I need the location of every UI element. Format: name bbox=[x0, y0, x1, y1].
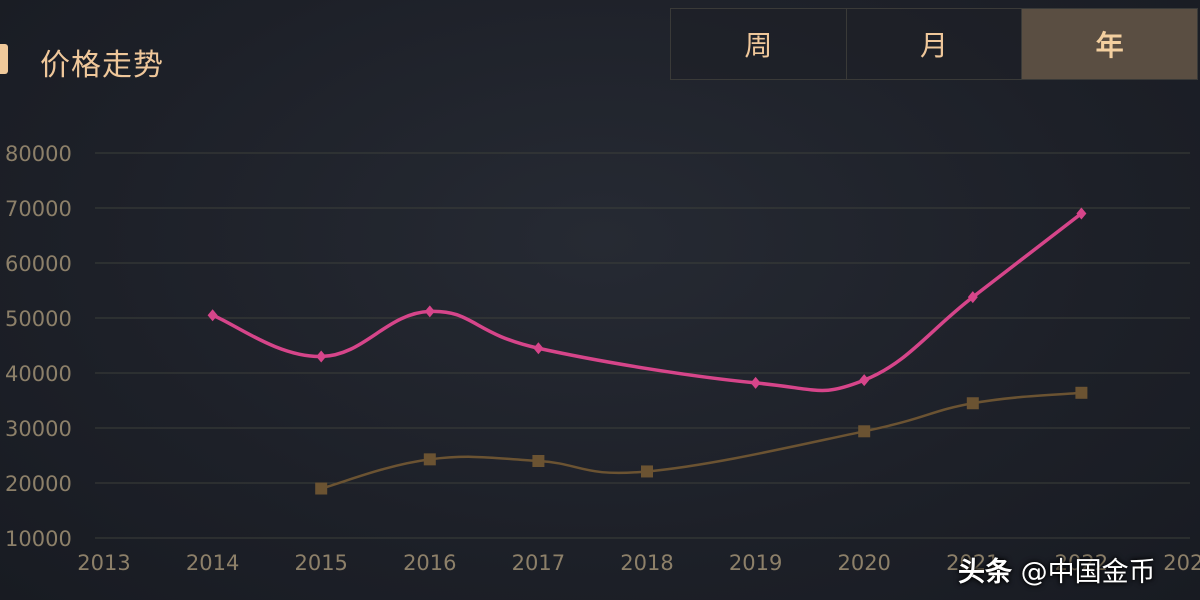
x-tick-label: 2019 bbox=[729, 551, 782, 575]
y-tick-label: 10000 bbox=[5, 527, 72, 551]
y-tick-label: 70000 bbox=[5, 197, 72, 221]
data-point bbox=[858, 425, 871, 438]
tab-month[interactable]: 月 bbox=[846, 9, 1023, 79]
data-point bbox=[1076, 207, 1087, 220]
data-point bbox=[1075, 386, 1088, 399]
data-point bbox=[423, 453, 436, 466]
data-point bbox=[966, 397, 979, 410]
x-tick-label: 2021 bbox=[946, 551, 999, 575]
x-tick-label: 2022 bbox=[1055, 551, 1108, 575]
y-tick-label: 50000 bbox=[5, 307, 72, 331]
data-point bbox=[315, 482, 328, 495]
y-tick-label: 20000 bbox=[5, 472, 72, 496]
data-point bbox=[967, 291, 978, 304]
y-tick-label: 30000 bbox=[5, 417, 72, 441]
watermark-brand: 头条 bbox=[958, 557, 1012, 588]
data-point bbox=[750, 376, 761, 389]
watermark: 头条 @中国金币 bbox=[958, 550, 1156, 589]
tab-week[interactable]: 周 bbox=[671, 9, 847, 79]
y-tick-label: 80000 bbox=[5, 142, 72, 166]
data-point bbox=[316, 350, 327, 363]
x-tick-label: 2020 bbox=[837, 551, 890, 575]
x-tick-label: 2016 bbox=[403, 551, 456, 575]
page-title: 价格走势 bbox=[40, 48, 164, 83]
data-point bbox=[532, 455, 545, 467]
x-tick-label: 2015 bbox=[294, 551, 347, 575]
data-point bbox=[859, 374, 870, 387]
x-tick-label: 2014 bbox=[186, 551, 239, 575]
x-tick-label: 2017 bbox=[512, 551, 565, 575]
title-accent-bar bbox=[0, 44, 8, 74]
data-point bbox=[533, 342, 544, 355]
series-line bbox=[210, 211, 1084, 393]
x-tick-label: 2013 bbox=[77, 551, 130, 575]
y-tick-label: 40000 bbox=[5, 362, 72, 386]
period-tabs: 周 月 年 bbox=[670, 8, 1198, 80]
watermark-handle: @中国金币 bbox=[1020, 557, 1156, 588]
x-tick-label: 2023 bbox=[1163, 551, 1200, 575]
data-point bbox=[641, 465, 653, 478]
data-point bbox=[424, 305, 435, 318]
x-tick-label: 2018 bbox=[620, 551, 673, 575]
y-tick-label: 60000 bbox=[5, 252, 72, 276]
data-point bbox=[207, 309, 218, 322]
tab-year[interactable]: 年 bbox=[1022, 9, 1198, 79]
